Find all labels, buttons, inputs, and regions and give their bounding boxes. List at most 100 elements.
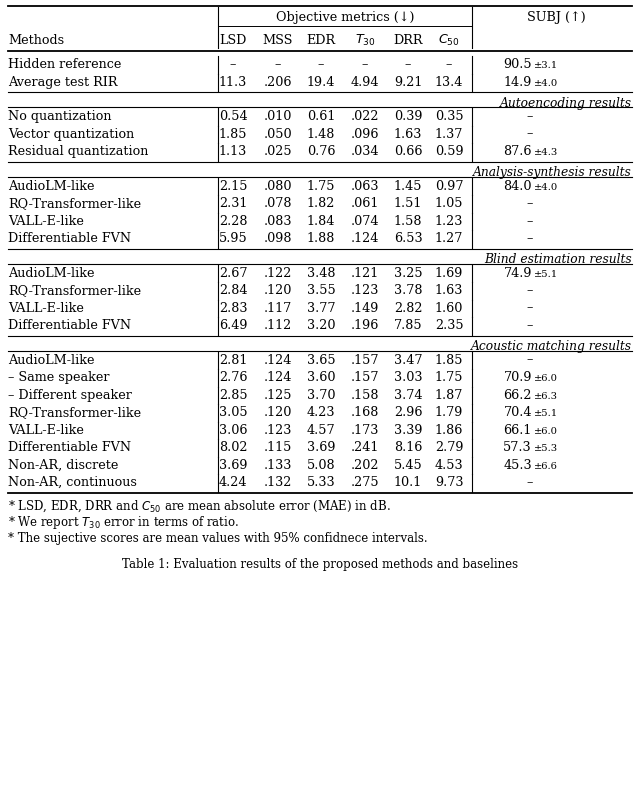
Text: 3.78: 3.78: [394, 284, 422, 297]
Text: 1.88: 1.88: [307, 232, 335, 245]
Text: 3.05: 3.05: [219, 406, 247, 419]
Text: 2.96: 2.96: [394, 406, 422, 419]
Text: ±5.3: ±5.3: [534, 444, 558, 453]
Text: 0.97: 0.97: [435, 180, 463, 193]
Text: 3.69: 3.69: [219, 458, 247, 472]
Text: –: –: [527, 284, 533, 297]
Text: AudioLM-like: AudioLM-like: [8, 180, 95, 193]
Text: .168: .168: [351, 406, 379, 419]
Text: 1.75: 1.75: [435, 371, 463, 384]
Text: .115: .115: [264, 441, 292, 454]
Text: .132: .132: [264, 476, 292, 489]
Text: .063: .063: [351, 180, 380, 193]
Text: ±6.3: ±6.3: [534, 392, 558, 401]
Text: 1.85: 1.85: [435, 354, 463, 366]
Text: ±4.3: ±4.3: [534, 148, 558, 157]
Text: .149: .149: [351, 302, 379, 314]
Text: 3.65: 3.65: [307, 354, 335, 366]
Text: 3.60: 3.60: [307, 371, 335, 384]
Text: 70.4: 70.4: [504, 406, 532, 419]
Text: 2.85: 2.85: [219, 389, 247, 402]
Text: 13.4: 13.4: [435, 76, 463, 89]
Text: 74.9: 74.9: [504, 266, 532, 280]
Text: Differentiable FVN: Differentiable FVN: [8, 441, 131, 454]
Text: .061: .061: [351, 197, 379, 210]
Text: 19.4: 19.4: [307, 76, 335, 89]
Text: –: –: [527, 302, 533, 314]
Text: .120: .120: [264, 406, 292, 419]
Text: 2.35: 2.35: [435, 319, 463, 332]
Text: –: –: [527, 197, 533, 210]
Text: * The sujective scores are mean values with 95% confidnece intervals.: * The sujective scores are mean values w…: [8, 532, 428, 545]
Text: 1.60: 1.60: [435, 302, 463, 314]
Text: ±5.1: ±5.1: [534, 270, 558, 278]
Text: 0.76: 0.76: [307, 145, 335, 158]
Text: $T_{30}$: $T_{30}$: [355, 33, 375, 47]
Text: 2.31: 2.31: [219, 197, 247, 210]
Text: Autoencoding results: Autoencoding results: [500, 97, 632, 110]
Text: 6.49: 6.49: [219, 319, 247, 332]
Text: .123: .123: [264, 424, 292, 437]
Text: 7.85: 7.85: [394, 319, 422, 332]
Text: RQ-Transformer-like: RQ-Transformer-like: [8, 197, 141, 210]
Text: –: –: [446, 58, 452, 71]
Text: .074: .074: [351, 214, 380, 228]
Text: 2.15: 2.15: [219, 180, 247, 193]
Text: Differentiable FVN: Differentiable FVN: [8, 232, 131, 245]
Text: .078: .078: [264, 197, 292, 210]
Text: No quantization: No quantization: [8, 110, 111, 123]
Text: 1.23: 1.23: [435, 214, 463, 228]
Text: VALL-E-like: VALL-E-like: [8, 302, 84, 314]
Text: –: –: [527, 319, 533, 332]
Text: 5.08: 5.08: [307, 458, 335, 472]
Text: SUBJ (↑): SUBJ (↑): [527, 11, 586, 25]
Text: .098: .098: [264, 232, 292, 245]
Text: .083: .083: [264, 214, 292, 228]
Text: .124: .124: [264, 371, 292, 384]
Text: 2.83: 2.83: [219, 302, 247, 314]
Text: .158: .158: [351, 389, 380, 402]
Text: –: –: [527, 354, 533, 366]
Text: $C_{50}$: $C_{50}$: [438, 33, 460, 47]
Text: –: –: [318, 58, 324, 71]
Text: 2.79: 2.79: [435, 441, 463, 454]
Text: 10.1: 10.1: [394, 476, 422, 489]
Text: 0.54: 0.54: [219, 110, 247, 123]
Text: AudioLM-like: AudioLM-like: [8, 354, 95, 366]
Text: –: –: [527, 128, 533, 141]
Text: 8.16: 8.16: [394, 441, 422, 454]
Text: 1.85: 1.85: [219, 128, 247, 141]
Text: .096: .096: [351, 128, 380, 141]
Text: 1.87: 1.87: [435, 389, 463, 402]
Text: Acoustic matching results: Acoustic matching results: [471, 340, 632, 353]
Text: .124: .124: [351, 232, 379, 245]
Text: 14.9: 14.9: [504, 76, 532, 89]
Text: * LSD, EDR, DRR and $C_{50}$ are mean absolute error (MAE) in dB.: * LSD, EDR, DRR and $C_{50}$ are mean ab…: [8, 498, 390, 514]
Text: 3.77: 3.77: [307, 302, 335, 314]
Text: –: –: [362, 58, 368, 71]
Text: .080: .080: [264, 180, 292, 193]
Text: 3.39: 3.39: [394, 424, 422, 437]
Text: 4.23: 4.23: [307, 406, 335, 419]
Text: .034: .034: [351, 145, 380, 158]
Text: 3.03: 3.03: [394, 371, 422, 384]
Text: 3.06: 3.06: [219, 424, 247, 437]
Text: 4.53: 4.53: [435, 458, 463, 472]
Text: Residual quantization: Residual quantization: [8, 145, 148, 158]
Text: ±4.0: ±4.0: [534, 78, 558, 88]
Text: .241: .241: [351, 441, 379, 454]
Text: .157: .157: [351, 371, 380, 384]
Text: 2.76: 2.76: [219, 371, 247, 384]
Text: ±5.1: ±5.1: [534, 409, 558, 418]
Text: 2.84: 2.84: [219, 284, 247, 297]
Text: –: –: [230, 58, 236, 71]
Text: .123: .123: [351, 284, 379, 297]
Text: Methods: Methods: [8, 34, 64, 46]
Text: .275: .275: [351, 476, 380, 489]
Text: 0.39: 0.39: [394, 110, 422, 123]
Text: 3.20: 3.20: [307, 319, 335, 332]
Text: MSS: MSS: [263, 34, 293, 46]
Text: ±6.6: ±6.6: [534, 462, 558, 470]
Text: –: –: [275, 58, 281, 71]
Text: 4.24: 4.24: [219, 476, 247, 489]
